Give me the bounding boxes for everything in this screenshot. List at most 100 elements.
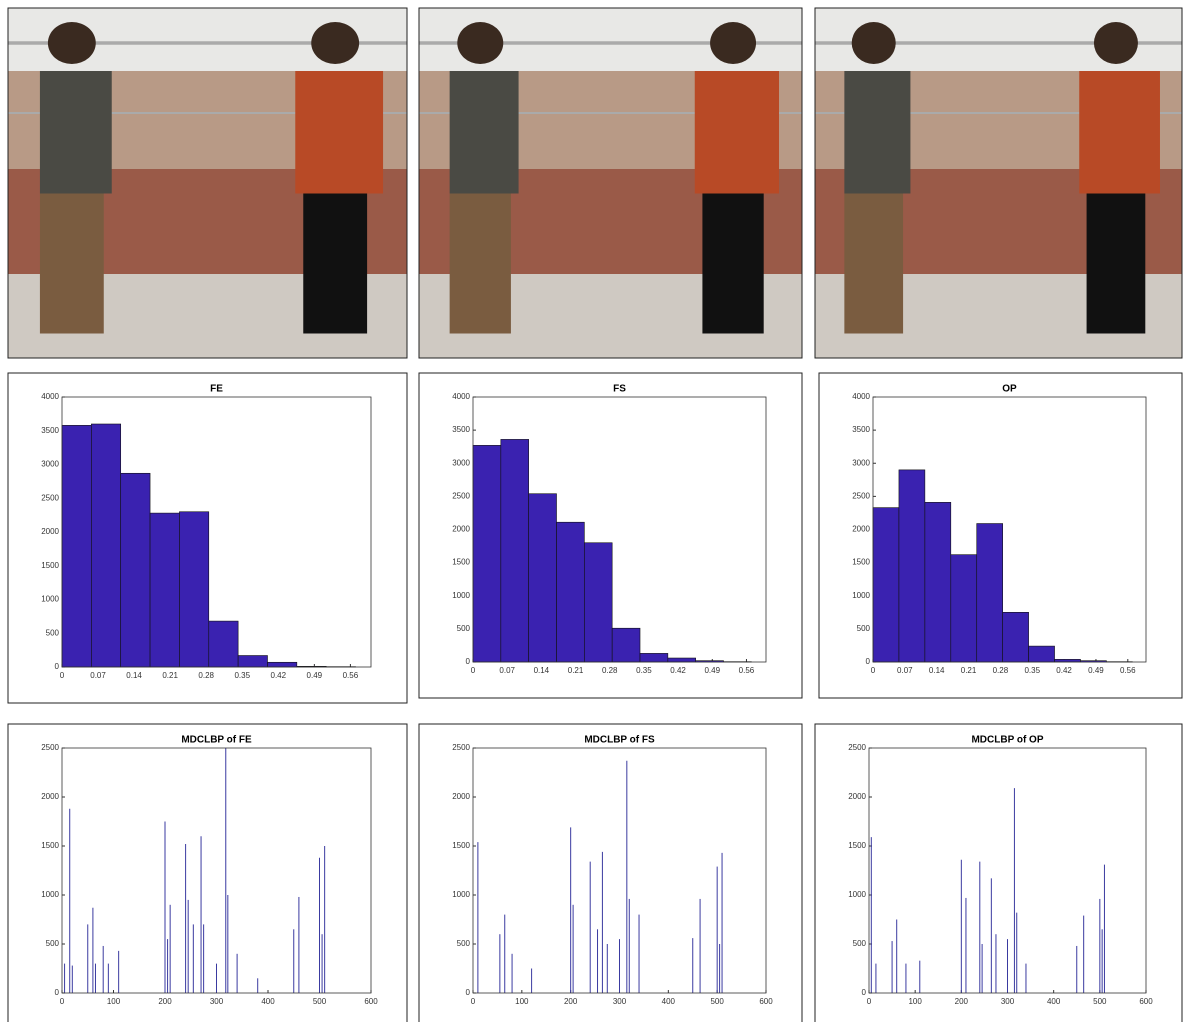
plot-frame (472, 396, 767, 663)
x-tick-label: 0.56 (1120, 666, 1136, 675)
x-tick-label: 0.42 (271, 671, 287, 680)
y-tick-label: 1000 (41, 890, 59, 899)
x-tick-label: 200 (158, 997, 172, 1006)
y-tick-label: 2000 (452, 525, 470, 534)
y-tick-label: 3000 (41, 460, 59, 469)
x-tick-label: 0 (871, 666, 876, 675)
y-tick-label: 2000 (852, 525, 870, 534)
histogram-bar (120, 472, 151, 668)
y-tick-label: 1500 (848, 841, 866, 850)
y-tick-label: 4000 (41, 392, 59, 401)
histogram-bar (898, 469, 926, 663)
histogram-bar (179, 511, 210, 668)
x-tick-label: 0.35 (1024, 666, 1040, 675)
x-tick-label: 400 (662, 997, 676, 1006)
x-tick-label: 0.07 (499, 666, 515, 675)
y-tick-label: 4000 (452, 392, 470, 401)
x-tick-label: 0.56 (739, 666, 755, 675)
x-tick-label: 0.14 (534, 666, 550, 675)
x-tick-label: 0.42 (1056, 666, 1072, 675)
chart-title: MDCLBP of FE (181, 735, 252, 746)
chart-panel: OP 0 500 1000 1500 2000 2500 3000 3500 4000 0 0.07 0… (818, 372, 1183, 699)
y-tick-label: 500 (457, 624, 471, 633)
histogram-bar (91, 423, 122, 668)
histogram-bar (500, 439, 529, 663)
chart-panel: FE 0 500 1000 1500 2000 2500 3000 3500 4000 0 0.07 0… (7, 372, 408, 704)
x-tick-label: 500 (1093, 997, 1107, 1006)
y-tick-label: 2500 (41, 493, 59, 502)
y-tick-label: 2000 (848, 792, 866, 801)
histogram-bar (556, 521, 585, 663)
x-tick-label: 0 (60, 997, 65, 1006)
y-tick-label: 2000 (452, 792, 470, 801)
x-tick-label: 0.49 (307, 671, 323, 680)
x-tick-label: 0.21 (961, 666, 977, 675)
histogram-bar (528, 493, 557, 663)
photo-fe (6, 6, 409, 360)
x-tick-label: 0.07 (897, 666, 913, 675)
plot-frame (472, 747, 767, 994)
chart-title: FE (210, 384, 223, 395)
histogram-bar (472, 445, 502, 663)
y-tick-label: 2500 (848, 743, 866, 752)
y-tick-label: 1500 (852, 558, 870, 567)
y-tick-label: 1000 (41, 595, 59, 604)
y-tick-label: 2500 (852, 491, 870, 500)
chart-title: OP (1002, 384, 1017, 395)
y-tick-label: 2000 (41, 792, 59, 801)
x-tick-label: 0.28 (602, 666, 618, 675)
histogram-bar (237, 655, 268, 668)
y-tick-label: 0 (866, 657, 871, 666)
plot-frame (61, 396, 372, 668)
y-tick-label: 4000 (852, 392, 870, 401)
x-tick-label: 0.28 (993, 666, 1009, 675)
y-tick-label: 3500 (452, 425, 470, 434)
histogram-bar (1002, 612, 1029, 663)
x-tick-label: 0.14 (929, 666, 945, 675)
x-tick-label: 0.14 (126, 671, 142, 680)
y-tick-label: 1000 (848, 890, 866, 899)
y-tick-label: 1000 (452, 591, 470, 600)
panel-frame (418, 723, 803, 1022)
x-tick-label: 600 (1139, 997, 1153, 1006)
y-tick-label: 3000 (852, 458, 870, 467)
x-tick-label: 600 (759, 997, 773, 1006)
x-tick-label: 600 (364, 997, 378, 1006)
histogram-bar (1028, 645, 1055, 663)
histogram-bar (950, 554, 978, 663)
histogram-bar (611, 627, 641, 663)
x-tick-label: 0.42 (670, 666, 686, 675)
chart-panel: MDCLBP of FS 0 500 1000 1500 2000 2500 0 100 200 3… (418, 723, 803, 1022)
y-tick-label: 1500 (452, 841, 470, 850)
x-tick-label: 0.21 (162, 671, 178, 680)
histogram-bar (667, 657, 696, 663)
x-tick-label: 200 (564, 997, 578, 1006)
histogram-bar (976, 523, 1003, 663)
x-tick-label: 0.28 (198, 671, 214, 680)
chart-title: FS (613, 384, 626, 395)
x-tick-label: 0.49 (704, 666, 720, 675)
x-tick-label: 0 (867, 997, 872, 1006)
y-tick-label: 2000 (41, 527, 59, 536)
chart-panel: MDCLBP of FE 0 500 1000 1500 2000 2500 0 100 200 3… (7, 723, 408, 1022)
y-tick-label: 500 (46, 628, 60, 637)
x-tick-label: 0.21 (568, 666, 584, 675)
y-tick-label: 2500 (41, 743, 59, 752)
panel-frame (7, 723, 408, 1022)
x-tick-label: 500 (710, 997, 724, 1006)
y-tick-label: 2500 (452, 491, 470, 500)
x-tick-label: 400 (261, 997, 275, 1006)
y-tick-label: 500 (853, 939, 867, 948)
x-tick-label: 200 (955, 997, 969, 1006)
panel-frame (814, 723, 1183, 1022)
x-tick-label: 400 (1047, 997, 1061, 1006)
histogram-bar (208, 620, 239, 668)
y-tick-label: 0 (466, 988, 471, 997)
y-tick-label: 1500 (452, 558, 470, 567)
photo-fs (417, 6, 804, 360)
histogram-bar (924, 502, 952, 663)
x-tick-label: 500 (313, 997, 327, 1006)
y-tick-label: 1500 (41, 841, 59, 850)
histogram-bar (61, 425, 92, 668)
